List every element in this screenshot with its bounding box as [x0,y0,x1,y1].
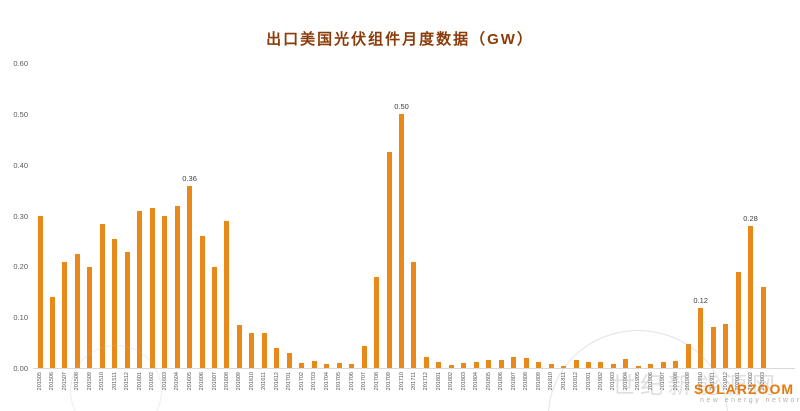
bar-201804 [473,362,479,369]
bar-201705 [336,363,342,369]
x-axis-tick-label: 201506 [49,372,56,391]
bar-201506 [49,297,55,369]
y-axis-tick-label: 0.30 [13,211,28,221]
x-axis-tick-label: 201710 [398,372,405,391]
bar-202002 [748,226,754,369]
bar-201601 [137,210,143,369]
watermark-ghost-text: 世纪新能源网 [612,372,780,398]
x-axis-line [33,368,795,369]
y-axis-tick-label: 0.20 [13,262,28,272]
bar-201508 [74,254,80,369]
x-axis-tick-label: 201608 [223,372,230,391]
bar-201702 [299,363,305,369]
bar-201703 [311,360,317,369]
x-axis-tick-label: 201607 [211,372,218,391]
bar-201607 [212,266,218,369]
x-axis-tick-label: 201612 [273,372,280,391]
x-axis-tick-label: 201808 [523,372,530,391]
bar-201709 [386,152,392,369]
bar-201910 [698,307,704,369]
x-axis-tick-label: 201711 [410,372,417,390]
x-axis-tick-label: 201604 [174,372,181,391]
watermark-subtext: new energy network [700,397,800,404]
x-axis-tick-label: 201701 [286,372,293,391]
y-axis-tick-label: 0.00 [13,364,28,373]
x-axis-tick-label: 201707 [361,372,368,391]
bar-201704 [324,364,330,369]
bar-202001 [735,271,741,369]
bar-201802 [448,364,454,369]
bar-201807 [511,356,517,369]
bar-201606 [199,236,205,369]
bar-201507 [62,261,68,369]
data-label-201710: 0.50 [394,102,409,112]
bar-201708 [374,277,380,369]
x-axis-tick-label: 201804 [473,372,480,391]
x-axis-tick-label: 201806 [498,372,505,391]
chart-title: 出口美国光伏组件月度数据（GW） [266,31,534,48]
data-label-202002: 0.28 [743,214,758,224]
x-axis-tick-label: 201605 [186,372,193,391]
bar-201912 [723,323,729,369]
data-label-201605: 0.36 [182,173,197,183]
bar-201706 [349,364,355,369]
bar-201803 [461,362,467,369]
y-axis-tick-label: 0.10 [13,313,28,323]
bar-201605 [187,185,193,369]
x-axis-tick-label: 201803 [460,372,467,391]
bar-201602 [149,208,155,369]
x-axis-tick-label: 201801 [435,372,442,391]
bar-201612 [274,348,280,369]
x-axis-tick-label: 201705 [336,372,343,391]
bar-201710 [399,114,404,369]
x-axis-tick-label: 201805 [485,372,492,391]
x-axis-tick-label: 201704 [323,372,330,391]
bar-201608 [224,221,230,369]
x-axis-tick-label: 201802 [448,372,455,391]
watermark-brand-text: SOLARZOOM [694,381,794,397]
x-axis-tick-label: 201505 [37,372,43,391]
bar-201512 [124,251,130,369]
bar-201712 [423,357,429,369]
bar-201509 [87,266,93,369]
x-axis-tick-label: 201507 [61,372,68,391]
bar-201911 [710,326,716,369]
bar-201510 [99,223,105,369]
bar-201603 [162,216,168,369]
y-axis-tick-label: 0.40 [13,160,28,170]
x-axis-tick-label: 201807 [510,372,517,391]
bar-201809 [536,362,542,369]
x-axis-tick-label: 201708 [373,372,380,391]
bar-201707 [361,345,367,369]
bar-201511 [112,238,118,369]
data-label-201910: 0.12 [693,295,708,305]
bar-201810 [548,363,554,369]
x-axis-tick-label: 201606 [199,372,206,391]
x-axis-tick-label: 201610 [248,372,255,391]
x-axis-tick-label: 201712 [423,372,430,391]
bar-201701 [286,353,292,369]
x-axis-tick-label: 201706 [348,372,355,391]
bar-201609 [236,325,242,369]
bar-202003 [760,287,766,369]
x-axis-tick-label: 201702 [298,372,305,391]
x-axis-tick-label: 201809 [535,372,542,391]
x-axis-tick-label: 201611 [261,372,268,390]
x-axis-tick-label: 201703 [311,372,318,391]
bar-201610 [249,332,255,369]
bar-201604 [174,205,180,369]
y-axis-tick-label: 0.50 [13,109,28,119]
x-axis-tick-label: 201709 [386,372,393,391]
bar-201505 [37,216,43,369]
bar-201808 [523,357,529,369]
x-axis-tick-label: 201609 [236,372,243,391]
bar-201711 [411,261,417,369]
bar-201801 [436,362,442,369]
bar-201805 [486,360,492,369]
bar-201611 [261,332,267,369]
y-axis-tick-label: 0.60 [13,59,28,68]
bar-201806 [498,359,504,369]
